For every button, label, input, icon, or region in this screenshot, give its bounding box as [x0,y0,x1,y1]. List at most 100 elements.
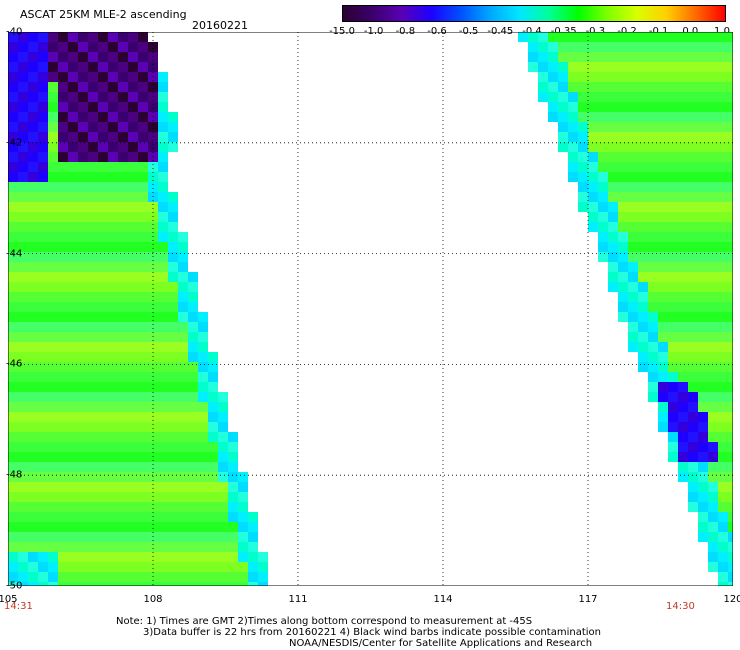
swath-cell [78,522,88,532]
swath-cell [708,562,718,572]
swath-cell [28,92,38,102]
swath-cell [58,182,68,192]
swath-cell [28,432,38,442]
swath-cell [698,492,708,502]
swath-cell [108,262,118,272]
swath-cell [718,112,728,122]
swath-cell [588,142,598,152]
swath-cell [118,132,128,142]
swath-cell [598,222,608,232]
swath-cell [28,192,38,202]
swath-cell [598,62,608,72]
swath-cell [38,382,48,392]
swath-cell [88,362,98,372]
swath-cell [218,582,228,586]
swath-cell [728,52,733,62]
swath-cell [608,272,618,282]
swath-cell [708,362,718,372]
swath-cell [8,462,18,472]
swath-cell [128,472,138,482]
swath-cell [28,442,38,452]
swath-cell [48,212,58,222]
swath-cell [28,52,38,62]
swath-cell [578,72,588,82]
swath-cell [18,412,28,422]
swath-cell [708,182,718,192]
swath-cell [718,32,728,42]
swath-cell [128,322,138,332]
swath-cell [228,512,238,522]
swath-cell [118,152,128,162]
swath-cell [78,112,88,122]
swath-cell [88,212,98,222]
swath-cell [88,422,98,432]
swath-cell [118,402,128,412]
swath-cell [168,502,178,512]
swath-cell [728,192,733,202]
swath-cell [8,472,18,482]
swath-cell [188,372,198,382]
swath-cell [168,202,178,212]
swath-cell [728,552,733,562]
swath-cell [38,162,48,172]
swath-cell [618,82,628,92]
swath-cell [98,112,108,122]
swath-cell [48,82,58,92]
swath-cell [68,62,78,72]
swath-cell [128,142,138,152]
swath-cell [78,132,88,142]
swath-cell [48,172,58,182]
swath-cell [48,52,58,62]
swath-cell [88,152,98,162]
swath-cell [178,452,188,462]
swath-cell [648,52,658,62]
lat-tick-label: -50 [6,580,23,592]
swath-cell [708,342,718,352]
swath-cell [628,342,638,352]
swath-cell [718,162,728,172]
swath-cell [98,352,108,362]
swath-cell [688,262,698,272]
swath-cell [18,282,28,292]
swath-cell [668,152,678,162]
swath-cell [668,442,678,452]
swath-cell [88,242,98,252]
swath-cell [138,512,148,522]
swath-cell [58,92,68,102]
swath-cell [688,272,698,282]
swath-cell [18,352,28,362]
swath-cell [698,52,708,62]
swath-cell [248,512,258,522]
swath-cell [668,452,678,462]
swath-cell [728,42,733,52]
swath-cell [18,112,28,122]
swath-cell [218,422,228,432]
swath-cell [98,422,108,432]
swath-cell [648,82,658,92]
swath-cell [58,522,68,532]
swath-cell [688,182,698,192]
swath-cell [28,362,38,372]
swath-cell [48,122,58,132]
note-line-3: NOAA/NESDIS/Center for Satellite Applica… [289,638,593,649]
swath-cell [138,542,148,552]
swath-cell [168,452,178,462]
swath-cell [618,272,628,282]
swath-cell [8,442,18,452]
swath-cell [128,352,138,362]
swath-cell [638,172,648,182]
swath-cell [608,132,618,142]
swath-cell [658,352,668,362]
swath-cell [168,122,178,132]
swath-cell [58,222,68,232]
swath-cell [138,92,148,102]
swath-cell [608,102,618,112]
swath-cell [678,362,688,372]
swath-cell [198,312,208,322]
swath-cell [708,502,718,512]
swath-cell [128,122,138,132]
swath-cell [88,532,98,542]
swath-cell [78,382,88,392]
swath-cell [678,32,688,42]
swath-cell [698,232,708,242]
